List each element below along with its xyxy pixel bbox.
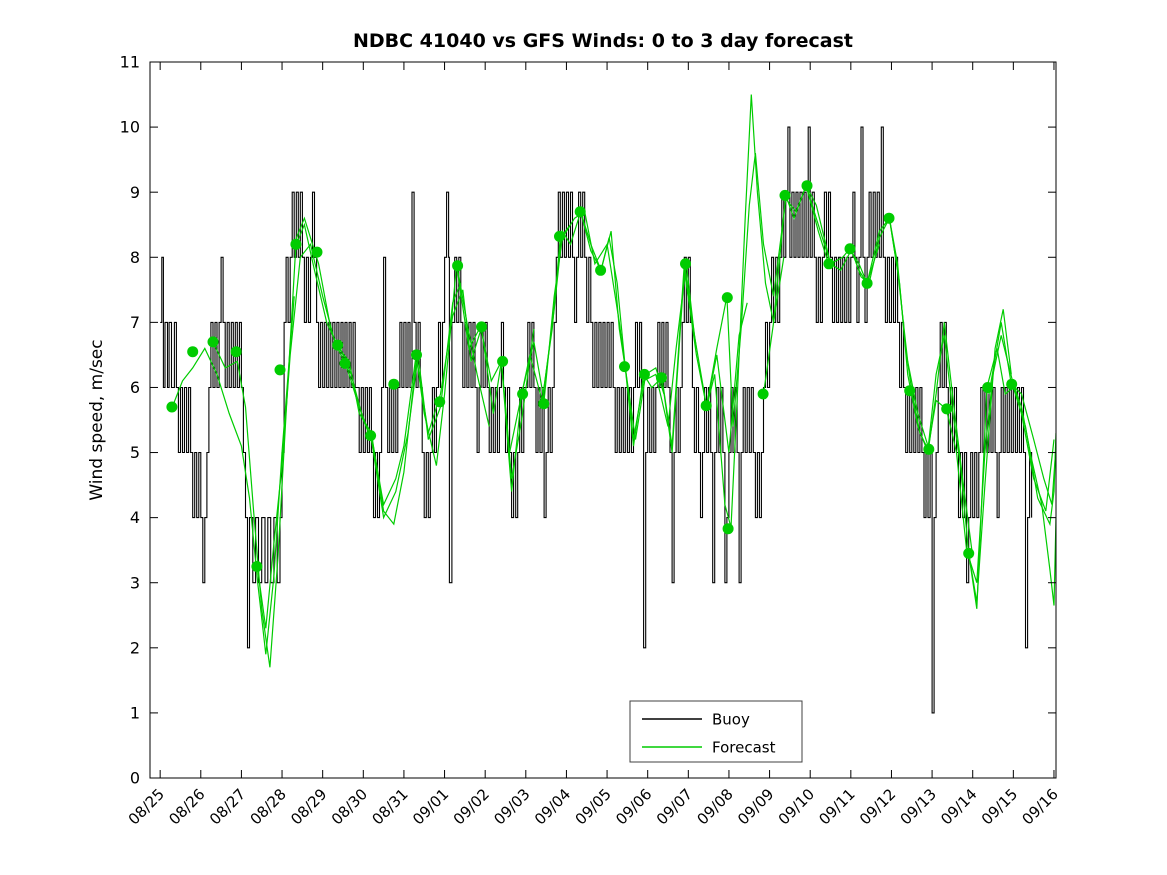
chart-title: NDBC 41040 vs GFS Winds: 0 to 3 day fore… xyxy=(352,30,854,52)
y-tick-label: 9 xyxy=(130,183,140,202)
forecast-line xyxy=(171,296,295,655)
forecast-start-marker xyxy=(290,238,302,250)
y-tick-label: 6 xyxy=(130,378,140,397)
legend-entry-label: Forecast xyxy=(712,738,776,756)
forecast-start-marker xyxy=(517,388,529,400)
forecast-start-marker xyxy=(844,243,856,255)
series-layer xyxy=(160,94,1056,714)
forecast-start-marker xyxy=(700,400,712,412)
forecast-start-marker xyxy=(411,349,422,361)
forecast-start-marker xyxy=(230,346,242,358)
forecast-start-marker xyxy=(365,430,377,442)
forecast-start-marker xyxy=(339,357,351,369)
forecast-start-marker xyxy=(904,385,916,397)
forecast-start-marker xyxy=(538,398,550,410)
forecast-start-marker xyxy=(497,355,509,367)
forecast-line xyxy=(988,322,1056,505)
y-tick-label: 11 xyxy=(120,53,140,72)
axes-box xyxy=(149,61,1057,779)
forecast-start-marker xyxy=(166,401,178,413)
forecast-start-marker xyxy=(1006,378,1018,390)
y-tick-label: 3 xyxy=(130,573,140,592)
forecast-start-marker xyxy=(554,230,565,242)
forecast-start-marker xyxy=(861,277,873,289)
forecast-start-marker xyxy=(452,260,464,272)
y-tick-label: 10 xyxy=(120,118,140,137)
forecast-line xyxy=(888,218,1012,603)
forecast-start-marker xyxy=(982,382,994,393)
y-tick-label: 4 xyxy=(130,508,140,527)
forecast-start-marker xyxy=(619,361,630,373)
legend-box xyxy=(629,700,803,763)
forecast-start-marker xyxy=(656,372,667,384)
forecast-line xyxy=(1012,383,1056,606)
forecast-start-marker xyxy=(680,258,691,270)
y-tick-label: 7 xyxy=(130,313,140,332)
forecast-line xyxy=(850,216,974,557)
forecast-line xyxy=(762,184,880,395)
forecast-start-marker xyxy=(434,396,446,408)
forecast-start-marker xyxy=(757,388,769,400)
forecast-start-marker xyxy=(207,336,219,348)
forecast-start-marker xyxy=(638,368,650,380)
forecast-start-marker xyxy=(883,212,895,224)
y-axis-label: Wind speed, m/sec xyxy=(87,339,107,501)
buoy-line xyxy=(160,126,1033,714)
forecast-line xyxy=(927,335,1055,583)
legend: Buoy Forecast xyxy=(629,700,803,763)
forecast-start-marker xyxy=(941,403,953,415)
forecast-start-marker xyxy=(388,378,400,390)
forecast-start-marker xyxy=(332,339,344,351)
y-tick-label: 0 xyxy=(130,769,140,788)
legend-entry-label: Buoy xyxy=(712,710,750,728)
forecast-start-marker xyxy=(721,292,733,304)
y-tick-label: 1 xyxy=(130,704,140,723)
forecast-start-marker xyxy=(311,246,323,258)
forecast-start-marker xyxy=(801,180,813,192)
forecast-start-marker xyxy=(595,264,607,276)
forecast-start-marker xyxy=(251,561,263,572)
forecast-start-marker xyxy=(274,364,286,376)
forecast-start-marker xyxy=(823,258,835,270)
forecast-line xyxy=(338,283,462,520)
forecast-start-marker xyxy=(779,189,791,201)
forecast-start-marker xyxy=(476,321,487,333)
y-axis: 0 1 2 3 4 5 6 7 8 9 10 11 xyxy=(120,53,1056,788)
y-tick-label: 8 xyxy=(130,248,140,267)
forecast-start-marker xyxy=(923,443,935,455)
y-tick-label: 2 xyxy=(130,638,140,657)
forecast-start-marker xyxy=(963,547,975,559)
forecast-start-marker xyxy=(722,523,734,535)
forecast-start-marker xyxy=(187,346,199,358)
y-tick-label: 5 xyxy=(130,443,140,462)
forecast-line xyxy=(212,216,332,668)
forecast-line xyxy=(257,242,381,629)
forecast-line xyxy=(370,263,490,507)
forecast-start-marker xyxy=(574,206,586,218)
